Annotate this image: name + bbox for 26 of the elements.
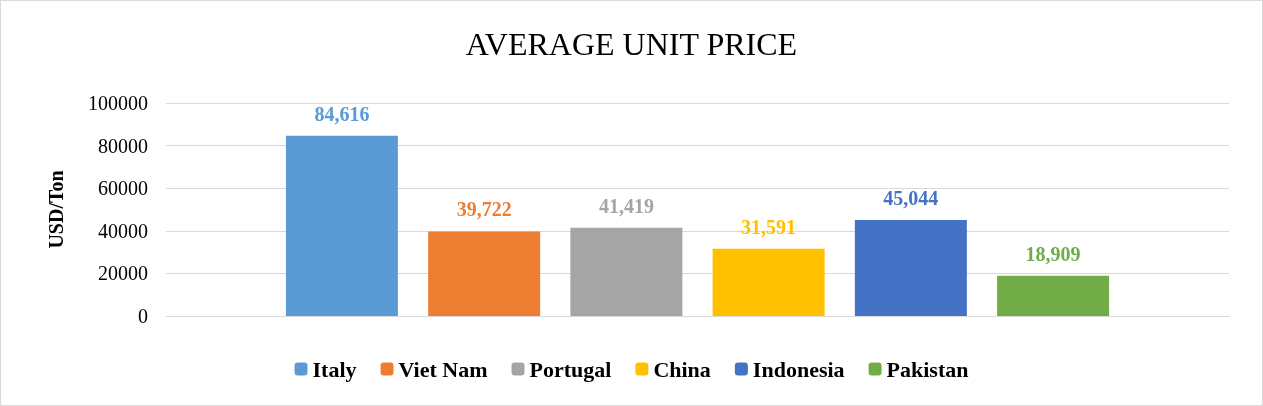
y-axis-title: USD/Ton — [45, 170, 67, 249]
legend-label: Italy — [312, 356, 357, 382]
bar — [570, 227, 683, 316]
data-label: 31,591 — [741, 215, 797, 238]
bar — [285, 135, 398, 316]
legend-label: Viet Nam — [398, 356, 488, 382]
y-tick-label: 40000 — [98, 219, 148, 242]
y-tick-label: 100000 — [88, 92, 148, 114]
data-label: 45,044 — [883, 187, 939, 210]
data-label: 84,616 — [314, 102, 370, 125]
data-label: 41,419 — [598, 194, 654, 217]
legend-label: China — [653, 356, 711, 382]
y-tick-label: 20000 — [98, 262, 148, 285]
bar — [854, 220, 967, 316]
data-label: 39,722 — [456, 198, 512, 221]
y-tick-label: 0 — [138, 305, 148, 327]
legend-label: Pakistan — [886, 356, 969, 382]
chart-title: AVERAGE UNIT PRICE — [465, 26, 798, 62]
bar — [428, 231, 541, 316]
legend-label: Indonesia — [752, 356, 845, 382]
y-tick-label: 60000 — [98, 177, 148, 200]
y-tick-label: 80000 — [98, 134, 148, 157]
data-label: 18,909 — [1025, 242, 1081, 265]
legend-label: Portugal — [529, 356, 612, 382]
bar — [712, 248, 825, 316]
bar — [997, 275, 1110, 316]
